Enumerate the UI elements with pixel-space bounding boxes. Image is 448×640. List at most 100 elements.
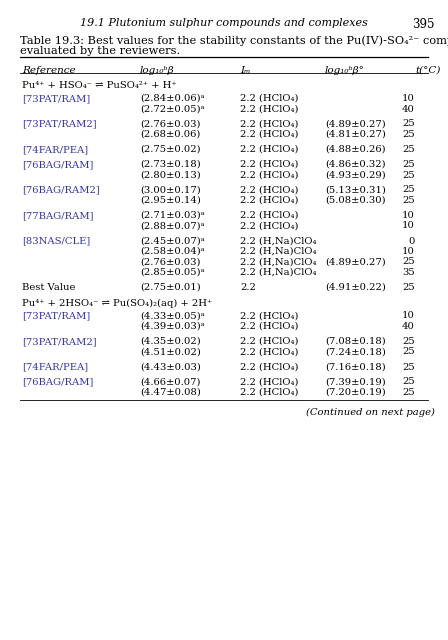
Text: 2.2 (HClO₄): 2.2 (HClO₄): [240, 388, 298, 397]
Text: [73PAT/RAM2]: [73PAT/RAM2]: [22, 337, 97, 346]
Text: 25: 25: [402, 196, 415, 205]
Text: (2.85±0.05)ᵃ: (2.85±0.05)ᵃ: [140, 268, 204, 277]
Text: 2.2 (H,Na)ClO₄: 2.2 (H,Na)ClO₄: [240, 237, 316, 246]
Text: (2.73±0.18): (2.73±0.18): [140, 160, 201, 169]
Text: (2.76±0.03): (2.76±0.03): [140, 120, 201, 129]
Text: 395: 395: [413, 18, 435, 31]
Text: 2.2 (HClO₄): 2.2 (HClO₄): [240, 170, 298, 179]
Text: 25: 25: [402, 170, 415, 179]
Text: 25: 25: [402, 160, 415, 169]
Text: 2.2 (HClO₄): 2.2 (HClO₄): [240, 312, 298, 321]
Text: 2.2 (HClO₄): 2.2 (HClO₄): [240, 160, 298, 169]
Text: (4.39±0.03)ᵃ: (4.39±0.03)ᵃ: [140, 322, 205, 331]
Text: (5.13±0.31): (5.13±0.31): [325, 186, 386, 195]
Text: Pu⁴⁺ + HSO₄⁻ ⇌ PuSO₄²⁺ + H⁺: Pu⁴⁺ + HSO₄⁻ ⇌ PuSO₄²⁺ + H⁺: [22, 81, 177, 90]
Text: 25: 25: [402, 362, 415, 371]
Text: (4.89±0.27): (4.89±0.27): [325, 257, 386, 266]
Text: 35: 35: [402, 268, 415, 277]
Text: [76BAG/RAM]: [76BAG/RAM]: [22, 160, 93, 169]
Text: (2.58±0.04)ᵃ: (2.58±0.04)ᵃ: [140, 247, 205, 256]
Text: 10: 10: [402, 94, 415, 103]
Text: [73PAT/RAM]: [73PAT/RAM]: [22, 94, 90, 103]
Text: (4.51±0.02): (4.51±0.02): [140, 348, 201, 356]
Text: 2.2 (HClO₄): 2.2 (HClO₄): [240, 130, 298, 139]
Text: 10: 10: [402, 312, 415, 321]
Text: (4.91±0.22): (4.91±0.22): [325, 283, 386, 292]
Text: Iₘ: Iₘ: [240, 66, 250, 75]
Text: 25: 25: [402, 145, 415, 154]
Text: 40: 40: [402, 322, 415, 331]
Text: [77BAG/RAM]: [77BAG/RAM]: [22, 211, 94, 220]
Text: 2.2 (HClO₄): 2.2 (HClO₄): [240, 104, 298, 113]
Text: log₁₀ᵇβ: log₁₀ᵇβ: [140, 66, 175, 75]
Text: (4.86±0.32): (4.86±0.32): [325, 160, 386, 169]
Text: 25: 25: [402, 120, 415, 129]
Text: (2.71±0.03)ᵃ: (2.71±0.03)ᵃ: [140, 211, 205, 220]
Text: (4.93±0.29): (4.93±0.29): [325, 170, 386, 179]
Text: (4.66±0.07): (4.66±0.07): [140, 378, 201, 387]
Text: [73PAT/RAM2]: [73PAT/RAM2]: [22, 120, 97, 129]
Text: (4.43±0.03): (4.43±0.03): [140, 362, 201, 371]
Text: (7.16±0.18): (7.16±0.18): [325, 362, 386, 371]
Text: 25: 25: [402, 378, 415, 387]
Text: 25: 25: [402, 283, 415, 292]
Text: (2.76±0.03): (2.76±0.03): [140, 257, 201, 266]
Text: 0: 0: [409, 237, 415, 246]
Text: 2.2 (HClO₄): 2.2 (HClO₄): [240, 348, 298, 356]
Text: 2.2 (HClO₄): 2.2 (HClO₄): [240, 120, 298, 129]
Text: 25: 25: [402, 348, 415, 356]
Text: 25: 25: [402, 257, 415, 266]
Text: (7.39±0.19): (7.39±0.19): [325, 378, 386, 387]
Text: 19.1 Plutonium sulphur compounds and complexes: 19.1 Plutonium sulphur compounds and com…: [80, 18, 368, 28]
Text: 2.2 (H,Na)ClO₄: 2.2 (H,Na)ClO₄: [240, 257, 316, 266]
Text: (2.68±0.06): (2.68±0.06): [140, 130, 200, 139]
Text: (2.88±0.07)ᵃ: (2.88±0.07)ᵃ: [140, 221, 204, 230]
Text: Reference: Reference: [22, 66, 76, 75]
Text: (2.75±0.01): (2.75±0.01): [140, 283, 201, 292]
Text: 2.2 (HClO₄): 2.2 (HClO₄): [240, 337, 298, 346]
Text: 10: 10: [402, 211, 415, 220]
Text: (4.35±0.02): (4.35±0.02): [140, 337, 201, 346]
Text: (3.00±0.17): (3.00±0.17): [140, 186, 201, 195]
Text: (2.84±0.06)ᵃ: (2.84±0.06)ᵃ: [140, 94, 204, 103]
Text: 2.2 (HClO₄): 2.2 (HClO₄): [240, 378, 298, 387]
Text: Pu⁴⁺ + 2HSO₄⁻ ⇌ Pu(SO₄)₂(aq) + 2H⁺: Pu⁴⁺ + 2HSO₄⁻ ⇌ Pu(SO₄)₂(aq) + 2H⁺: [22, 298, 212, 308]
Text: (5.08±0.30): (5.08±0.30): [325, 196, 386, 205]
Text: 2.2 (HClO₄): 2.2 (HClO₄): [240, 196, 298, 205]
Text: [73PAT/RAM]: [73PAT/RAM]: [22, 312, 90, 321]
Text: 25: 25: [402, 337, 415, 346]
Text: 2.2 (HClO₄): 2.2 (HClO₄): [240, 94, 298, 103]
Text: 2.2 (HClO₄): 2.2 (HClO₄): [240, 211, 298, 220]
Text: (4.47±0.08): (4.47±0.08): [140, 388, 201, 397]
Text: 10: 10: [402, 247, 415, 256]
Text: (4.89±0.27): (4.89±0.27): [325, 120, 386, 129]
Text: Best Value: Best Value: [22, 283, 76, 292]
Text: [83NAS/CLE]: [83NAS/CLE]: [22, 237, 90, 246]
Text: 2.2 (HClO₄): 2.2 (HClO₄): [240, 186, 298, 195]
Text: (2.95±0.14): (2.95±0.14): [140, 196, 201, 205]
Text: 2.2 (HClO₄): 2.2 (HClO₄): [240, 362, 298, 371]
Text: 2.2 (H,Na)ClO₄: 2.2 (H,Na)ClO₄: [240, 268, 316, 277]
Text: (2.75±0.02): (2.75±0.02): [140, 145, 201, 154]
Text: [76BAG/RAM2]: [76BAG/RAM2]: [22, 186, 100, 195]
Text: (2.72±0.05)ᵃ: (2.72±0.05)ᵃ: [140, 104, 204, 113]
Text: t(°C): t(°C): [415, 66, 440, 75]
Text: [76BAG/RAM]: [76BAG/RAM]: [22, 378, 93, 387]
Text: 40: 40: [402, 104, 415, 113]
Text: 2.2 (HClO₄): 2.2 (HClO₄): [240, 221, 298, 230]
Text: 25: 25: [402, 186, 415, 195]
Text: (2.80±0.13): (2.80±0.13): [140, 170, 201, 179]
Text: 2.2: 2.2: [240, 283, 256, 292]
Text: Table 19.3: Best values for the stability constants of the Pu(IV)-SO₄²⁻ complexe: Table 19.3: Best values for the stabilit…: [20, 35, 448, 45]
Text: (7.24±0.18): (7.24±0.18): [325, 348, 386, 356]
Text: (4.81±0.27): (4.81±0.27): [325, 130, 386, 139]
Text: 2.2 (HClO₄): 2.2 (HClO₄): [240, 145, 298, 154]
Text: 25: 25: [402, 130, 415, 139]
Text: (4.88±0.26): (4.88±0.26): [325, 145, 386, 154]
Text: [74FAR/PEA]: [74FAR/PEA]: [22, 145, 88, 154]
Text: log₁₀ᵇβ°: log₁₀ᵇβ°: [325, 66, 365, 75]
Text: (Continued on next page): (Continued on next page): [306, 408, 435, 417]
Text: (7.08±0.18): (7.08±0.18): [325, 337, 386, 346]
Text: 2.2 (HClO₄): 2.2 (HClO₄): [240, 322, 298, 331]
Text: (4.33±0.05)ᵃ: (4.33±0.05)ᵃ: [140, 312, 205, 321]
